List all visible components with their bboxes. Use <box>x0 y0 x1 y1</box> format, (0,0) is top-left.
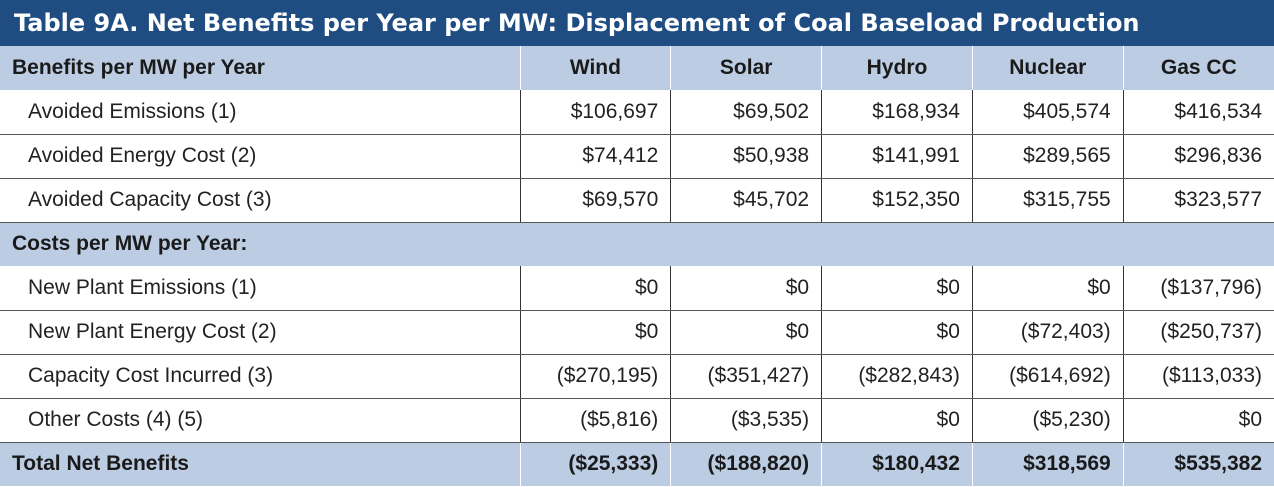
table-cell: $0 <box>519 310 671 355</box>
table-cell: $45,702 <box>670 178 822 223</box>
total-cell: $535,382 <box>1122 442 1274 486</box>
table-cell: $69,502 <box>670 90 822 135</box>
table-cell: $141,991 <box>821 134 973 179</box>
table-cell: $323,577 <box>1122 178 1274 223</box>
net-benefits-table: Benefits per MW per Year Wind Solar Hydr… <box>0 46 1274 486</box>
table-cell: $69,570 <box>519 178 671 223</box>
column-header-solar: Solar <box>670 46 822 90</box>
table-cell: $106,697 <box>519 90 671 135</box>
column-header-gas-cc: Gas CC <box>1122 46 1274 90</box>
row-label: Avoided Emissions (1) <box>0 90 520 135</box>
table-cell: $296,836 <box>1122 134 1274 179</box>
table-row: Other Costs (4) (5) ($5,816) ($3,535) $0… <box>0 398 1274 443</box>
table-title: Table 9A. Net Benefits per Year per MW: … <box>0 0 1274 46</box>
table-row: New Plant Energy Cost (2) $0 $0 $0 ($72,… <box>0 310 1274 355</box>
table-cell: $0 <box>670 266 822 311</box>
total-cell: ($25,333) <box>519 442 671 486</box>
total-cell: ($188,820) <box>670 442 822 486</box>
table-cell: ($270,195) <box>519 354 671 399</box>
row-label: Capacity Cost Incurred (3) <box>0 354 520 399</box>
row-label: New Plant Energy Cost (2) <box>0 310 520 355</box>
table-cell: ($137,796) <box>1122 266 1274 311</box>
total-cell: $318,569 <box>971 442 1124 486</box>
table-row: Avoided Emissions (1) $106,697 $69,502 $… <box>0 90 1274 135</box>
table-cell: ($3,535) <box>670 398 822 443</box>
table-row: Avoided Energy Cost (2) $74,412 $50,938 … <box>0 134 1274 179</box>
row-label: Avoided Energy Cost (2) <box>0 134 520 179</box>
column-header-wind: Wind <box>519 46 671 90</box>
table-row: New Plant Emissions (1) $0 $0 $0 $0 ($13… <box>0 266 1274 311</box>
column-header-hydro: Hydro <box>821 46 973 90</box>
table-cell: $50,938 <box>670 134 822 179</box>
total-cell: $180,432 <box>821 442 973 486</box>
table-cell: ($5,230) <box>971 398 1124 443</box>
table-cell: ($72,403) <box>971 310 1124 355</box>
costs-section-header: Costs per MW per Year: <box>0 222 1274 266</box>
table-cell: $289,565 <box>971 134 1124 179</box>
total-row: Total Net Benefits ($25,333) ($188,820) … <box>0 442 1274 486</box>
table-cell: ($282,843) <box>821 354 973 399</box>
table-header-row: Benefits per MW per Year Wind Solar Hydr… <box>0 46 1274 90</box>
table-row: Avoided Capacity Cost (3) $69,570 $45,70… <box>0 178 1274 223</box>
column-header-nuclear: Nuclear <box>971 46 1124 90</box>
table-cell: $416,534 <box>1122 90 1274 135</box>
table-cell: ($250,737) <box>1122 310 1274 355</box>
row-label: Other Costs (4) (5) <box>0 398 520 443</box>
table-row: Capacity Cost Incurred (3) ($270,195) ($… <box>0 354 1274 399</box>
row-label-header: Benefits per MW per Year <box>0 46 520 90</box>
table-cell: $405,574 <box>971 90 1124 135</box>
table-cell: $0 <box>821 310 973 355</box>
table-cell: ($351,427) <box>670 354 822 399</box>
table-cell: $315,755 <box>971 178 1124 223</box>
table-cell: $168,934 <box>821 90 973 135</box>
table-cell: $0 <box>1122 398 1274 443</box>
row-label: New Plant Emissions (1) <box>0 266 520 311</box>
table-cell: $0 <box>821 398 973 443</box>
table-cell: $0 <box>821 266 973 311</box>
table-cell: $0 <box>519 266 671 311</box>
total-label: Total Net Benefits <box>0 442 520 486</box>
table-cell: ($113,033) <box>1122 354 1274 399</box>
table-cell: ($614,692) <box>971 354 1124 399</box>
row-label: Avoided Capacity Cost (3) <box>0 178 520 223</box>
table-cell: $74,412 <box>519 134 671 179</box>
table-cell: $0 <box>670 310 822 355</box>
table-cell: $0 <box>971 266 1124 311</box>
table-cell: $152,350 <box>821 178 973 223</box>
table-cell: ($5,816) <box>519 398 671 443</box>
costs-section-row: Costs per MW per Year: <box>0 222 1274 266</box>
